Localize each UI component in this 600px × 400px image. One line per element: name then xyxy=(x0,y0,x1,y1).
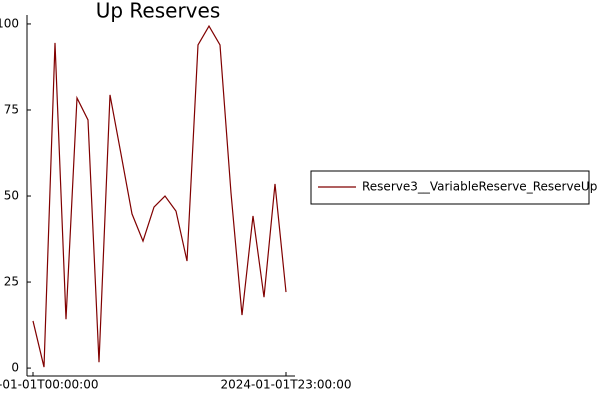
y-tick-label: 25 xyxy=(4,275,19,289)
chart-title: Up Reserves xyxy=(96,0,221,23)
y-tick-label: 75 xyxy=(4,102,19,116)
series-line xyxy=(32,24,287,368)
x-tick-label: 2024-01-01T00:00:00 xyxy=(0,378,98,392)
x-tick-label: 2024-01-01T23:00:00 xyxy=(221,378,352,392)
y-tick-label: 100 xyxy=(0,16,19,30)
y-tick-label: 50 xyxy=(4,189,19,203)
y-tick-label: 0 xyxy=(11,361,19,375)
legend-label: Reserve3__VariableReserve_ReserveUp xyxy=(362,180,597,194)
legend-box xyxy=(310,170,590,205)
